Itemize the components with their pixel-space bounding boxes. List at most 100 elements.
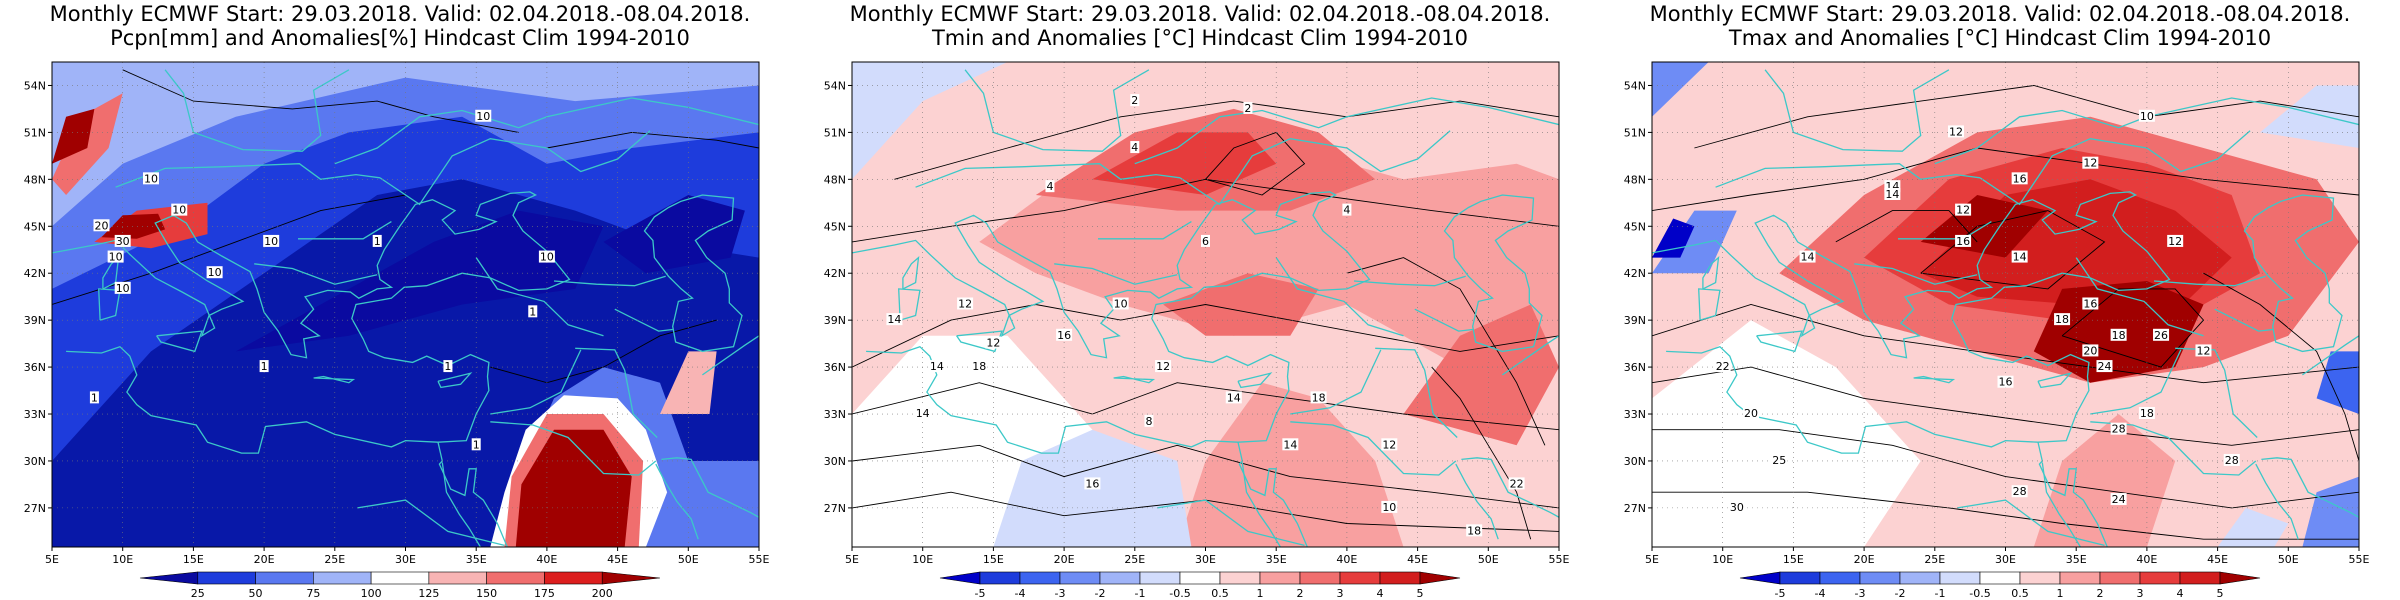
colorbar-swatch [1059,571,1101,585]
svg-text:1: 1 [91,391,98,404]
colorbar-label: 1 [1257,587,1264,600]
lon-label: 25E [1924,553,1945,566]
panel-title-line1: Monthly ECMWF Start: 29.03.2018. Valid: … [1649,2,2351,26]
coastline [956,330,1003,353]
svg-text:18: 18 [1467,524,1481,537]
colorbar-swatch [1299,571,1341,585]
contour-label: 8 [1144,414,1154,428]
lon-label: 40E [2136,553,2157,566]
contour-label: 12 [1381,438,1398,451]
colorbar-swatch [1979,571,2021,585]
lon-label: 50E [678,553,699,566]
coastline [2075,257,2204,337]
coastline [1756,330,1803,353]
coastline [553,275,666,287]
colorbar-swatch [2219,571,2261,585]
contour-label: 1 [443,360,453,373]
coastline [1934,97,2359,165]
coastline [490,421,657,476]
lat-label: 27N [824,502,846,515]
contour-label: 10 [142,172,159,185]
tmin-panel: Monthly ECMWF Start: 29.03.2018. Valid: … [800,0,1600,600]
contour-label: 16 [1955,234,1972,248]
coastline [2214,308,2273,332]
anomaly-field: 10 10 10 10 10 10 10 1 1 1 1 1 30 20 10 1 [52,62,759,547]
contour-label: 18 [2138,407,2155,420]
colorbar-label: 3 [1337,587,1344,600]
coastline [2037,372,2073,389]
svg-text:1: 1 [374,235,381,248]
contour-line [852,382,1559,431]
lon-label: 5E [1645,553,1659,566]
coastline [1237,372,1273,389]
contour-label: 14 [1884,187,1901,201]
contour-line [1835,210,1978,243]
lat-label: 48N [1624,173,1646,186]
coastline [1913,375,1956,384]
contour-label: 28 [2011,485,2028,498]
svg-text:12: 12 [2083,157,2097,170]
coastline [661,457,759,518]
contour-label: 10 [114,281,131,295]
contour-label: 26 [2153,328,2170,342]
precip-panel: Monthly ECMWF Start: 29.03.2018. Valid: … [0,0,800,600]
contour-label: 30 [114,234,131,248]
contour-label: 18 [1310,391,1327,404]
contour-label: 24 [2110,493,2127,506]
colorbar-label: 50 [249,587,263,600]
svg-text:12: 12 [2196,344,2210,357]
contour-label: 22 [1508,477,1525,490]
colorbar-swatch [1779,571,1821,585]
coastline [2302,335,2359,376]
colorbar-swatch [1379,571,1421,585]
lat-label: 27N [24,502,46,515]
anomaly-region [235,210,604,352]
contour-label: 12 [1948,125,1965,138]
contour-label: 16 [1056,328,1073,342]
colorbar-label: -2 [1095,587,1106,600]
svg-text:28: 28 [2013,485,2027,498]
colorbar-swatch [544,571,603,585]
svg-text:14: 14 [2013,251,2027,264]
lon-label: 35E [2066,553,2087,566]
contour-label: 2 [1130,94,1140,107]
contour-label: 14 [928,360,945,373]
contour-line [894,100,1559,180]
svg-text:10: 10 [540,251,554,264]
contour-label: 10 [1112,297,1129,311]
contour-label: 18 [2110,328,2127,342]
coastline [115,163,381,188]
coastline [2261,457,2359,518]
coastline [1241,462,1281,547]
lon-label: 15E [183,553,204,566]
coastline [643,194,743,353]
svg-text:14: 14 [930,360,944,373]
coastline [1134,97,1559,165]
colorbar-label: 2 [2097,587,2104,600]
svg-text:12: 12 [2168,235,2182,248]
contour-label: 10 [1381,500,1398,514]
anomaly-region [101,213,166,239]
svg-text:30: 30 [1730,501,1744,514]
coastline [1098,221,1192,240]
contour-label: 10 [475,109,492,123]
lon-label: 40E [1336,553,1357,566]
svg-text:16: 16 [1999,376,2013,389]
lat-label: 30N [824,455,846,468]
contour-line [852,444,1559,509]
contour-label: 10 [538,250,555,264]
contour-label: 12 [2082,156,2099,170]
coastline [357,499,505,547]
contour-line [1205,131,1306,196]
anomaly-region [1652,320,1921,547]
contour-label: 20 [2082,344,2099,357]
anomaly-region [515,429,632,547]
colorbar-label: 4 [2177,587,2184,600]
svg-text:16: 16 [1057,329,1071,342]
lon-label: 35E [466,553,487,566]
colorbar-label: -2 [1895,587,1906,600]
lat-label: 33N [24,408,46,421]
coastline [1455,463,1499,540]
coastline [1702,256,1720,290]
colorbar-swatch [255,571,314,585]
